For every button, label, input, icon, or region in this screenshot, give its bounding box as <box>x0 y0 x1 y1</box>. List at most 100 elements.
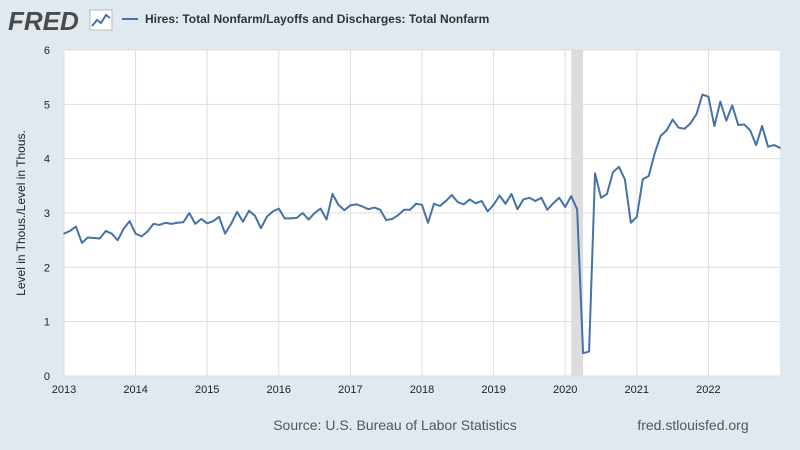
series-point <box>671 118 674 121</box>
series-point <box>624 178 626 181</box>
series-point <box>218 216 220 218</box>
series-point <box>116 239 119 241</box>
series-point <box>385 219 388 221</box>
series-point <box>254 214 256 217</box>
series-point <box>468 198 471 201</box>
series-point <box>439 205 441 207</box>
series-point <box>75 225 77 228</box>
series-point <box>516 208 519 210</box>
series-point <box>701 93 704 96</box>
series-point <box>534 200 537 202</box>
series-point <box>582 352 584 354</box>
series-point <box>140 235 143 238</box>
series-point <box>665 129 668 132</box>
series-point <box>224 232 226 235</box>
series-point <box>564 206 566 208</box>
y-axis-title: Level in Thous./Level in Thous. <box>14 130 28 296</box>
series-point <box>486 210 489 213</box>
series-point <box>355 203 358 206</box>
series-point <box>236 211 238 213</box>
series-point <box>176 221 179 224</box>
series-point <box>755 144 757 146</box>
y-tick-label: 2 <box>44 262 50 274</box>
series-point <box>289 217 292 220</box>
x-tick-label: 2021 <box>625 384 649 396</box>
legend-label-series: Hires: Total Nonfarm/Layoffs and Dischar… <box>145 12 489 26</box>
series-point <box>504 202 507 205</box>
series-point <box>433 202 435 205</box>
series-point <box>462 203 465 206</box>
series-point <box>427 221 429 224</box>
x-tick-label: 2016 <box>267 384 291 396</box>
series-point <box>552 202 555 205</box>
series-point <box>319 207 322 210</box>
series-point <box>188 212 191 214</box>
series-point <box>63 232 65 235</box>
x-tick-label: 2014 <box>123 384 147 396</box>
series-point <box>540 196 543 199</box>
series-point <box>194 223 197 225</box>
source-label: Source: U.S. Bureau of Labor Statistics <box>273 417 517 433</box>
fred-logo-text: FRED <box>8 6 79 36</box>
series-point <box>200 218 203 220</box>
y-tick-label: 0 <box>44 371 50 383</box>
series-point <box>588 350 590 353</box>
series-point <box>773 144 775 146</box>
series-point <box>695 113 698 115</box>
series-point <box>337 204 340 206</box>
series-point <box>421 204 423 206</box>
series-point <box>397 214 399 216</box>
series-point <box>379 208 382 211</box>
series-point <box>749 129 751 132</box>
series-point <box>409 208 411 211</box>
series-point <box>719 100 722 103</box>
series-point <box>510 193 513 195</box>
series-point <box>767 145 769 148</box>
series-point <box>606 193 608 195</box>
x-tick-label: 2020 <box>553 384 577 396</box>
series-point <box>128 220 131 222</box>
series-point <box>313 212 316 214</box>
series-point <box>653 152 656 155</box>
series-point <box>743 123 745 126</box>
series-point <box>266 216 268 218</box>
series-point <box>594 172 596 175</box>
series-point <box>779 147 781 149</box>
x-tick-label: 2018 <box>410 384 434 396</box>
x-axis-ticks: 2013 2014 2015 2016 2017 2018 2019 2020 2021 2022 <box>52 384 721 396</box>
series-point <box>230 223 232 225</box>
series-point <box>528 196 531 199</box>
y-tick-label: 6 <box>44 45 50 57</box>
series-point <box>301 212 304 214</box>
site-link[interactable]: fred.stlouisfed.org <box>637 417 748 433</box>
gridlines <box>63 49 780 377</box>
fred-logo[interactable]: FRED <box>8 6 113 36</box>
y-tick-label: 1 <box>44 317 50 329</box>
series-point <box>104 230 107 232</box>
series-point <box>152 223 155 225</box>
series-point <box>307 218 310 221</box>
series-point <box>630 221 632 224</box>
series-point <box>683 127 686 130</box>
series-point <box>272 210 274 213</box>
x-tick-label: 2015 <box>195 384 219 396</box>
series-point <box>93 237 95 239</box>
series-point <box>361 205 364 208</box>
y-tick-label: 3 <box>44 208 50 220</box>
series-point <box>725 119 728 122</box>
series-point <box>546 208 549 211</box>
series-point <box>612 171 614 174</box>
series-point <box>146 230 149 233</box>
series-point <box>451 194 453 196</box>
y-tick-label: 4 <box>44 154 50 166</box>
series-point <box>373 206 376 209</box>
series-point <box>248 210 250 212</box>
series-point <box>403 208 405 211</box>
series-point <box>415 202 417 205</box>
series-point <box>707 95 710 98</box>
series-point <box>737 124 740 126</box>
series-point <box>212 220 214 222</box>
series-point <box>570 195 572 197</box>
series-point <box>278 207 280 210</box>
series-point <box>260 227 262 230</box>
